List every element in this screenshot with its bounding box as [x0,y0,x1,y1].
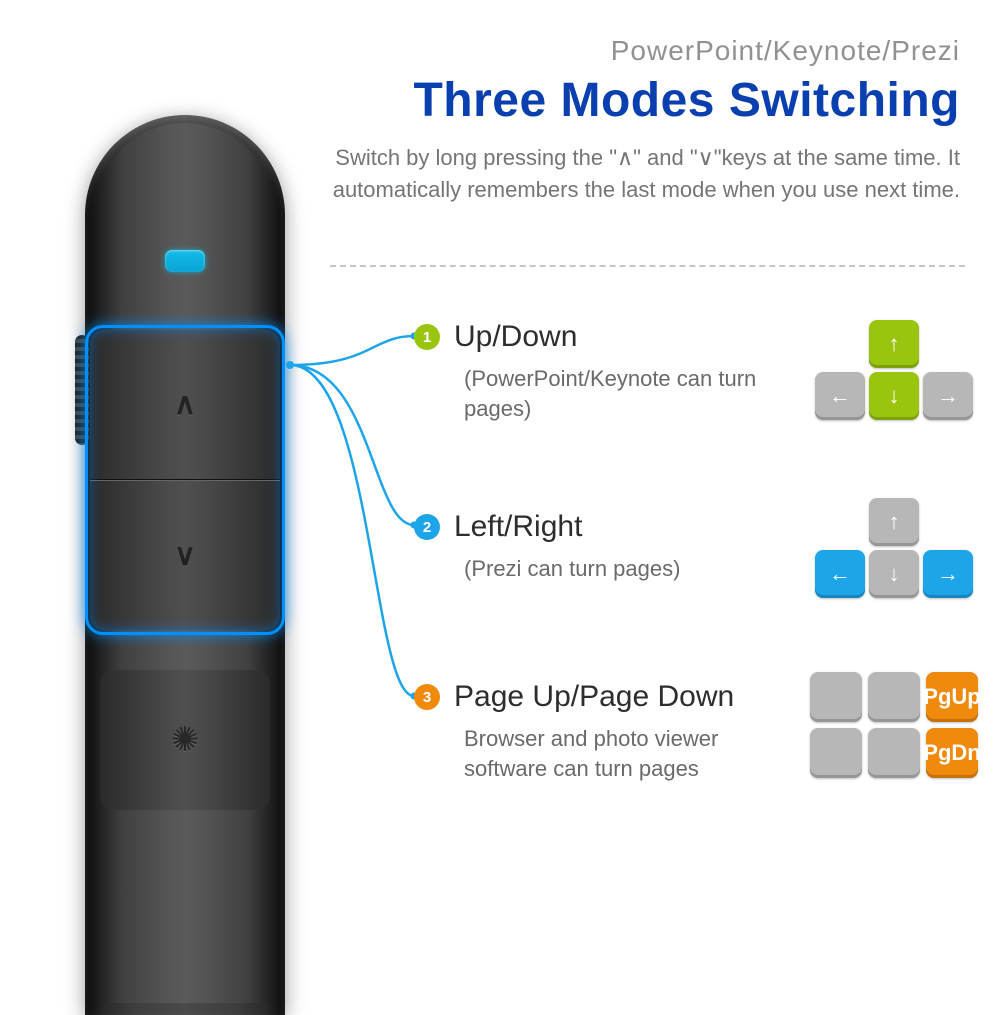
key-pgdn: PgDn [926,728,978,778]
nav-button-panel: ∧ ∨ [90,330,280,630]
mode-row-3: 3 Page Up/Page Down Browser and photo vi… [420,680,800,783]
chevron-down-icon: ∨ [174,538,196,573]
mode-2-sub: (Prezi can turn pages) [464,554,800,584]
up-button[interactable]: ∧ [90,330,280,480]
key-blank [810,672,862,722]
mode-3-sub: Browser and photo viewer software can tu… [464,724,800,783]
key-down: ↓ [869,372,919,420]
key-up: ↑ [869,498,919,546]
key-blank [868,728,920,778]
mode-1-sub: (PowerPoint/Keynote can turn pages) [464,364,800,423]
side-wheel [75,335,89,445]
brightness-icon: ✺ [171,720,200,760]
down-button[interactable]: ∨ [90,480,280,630]
dashed-divider [330,265,965,267]
key-cluster-2: ↑ ← ↓ → [815,498,975,608]
key-left: ← [815,372,865,420]
mode-3-title: Page Up/Page Down [454,680,800,714]
key-down: ↓ [869,550,919,598]
mode-1-title: Up/Down [454,320,800,354]
bullet-1: 1 [414,324,440,350]
mode-row-1: 1 Up/Down (PowerPoint/Keynote can turn p… [420,320,800,423]
brightness-button[interactable]: ✺ [100,670,270,810]
header-subtitle: PowerPoint/Keynote/Prezi [320,35,960,67]
mode-2-title: Left/Right [454,510,800,544]
key-cluster-1: ↑ ← ↓ → [815,320,975,430]
key-right: → [923,550,973,598]
header-title: Three Modes Switching [320,73,960,128]
led-indicator [165,250,205,272]
bullet-3: 3 [414,684,440,710]
key-blank [868,672,920,722]
key-blank [810,728,862,778]
key-pgup: PgUp [926,672,978,722]
remote-device: ∧ ∨ ✺ [85,115,285,1015]
chevron-up-icon: ∧ [174,387,196,422]
key-right: → [923,372,973,420]
bullet-2: 2 [414,514,440,540]
key-up: ↑ [869,320,919,368]
key-cluster-3: PgUp PgDn [810,672,988,782]
header-description: Switch by long pressing the "∧" and "∨"k… [320,142,960,206]
mode-row-2: 2 Left/Right (Prezi can turn pages) [420,510,800,584]
header-block: PowerPoint/Keynote/Prezi Three Modes Swi… [320,35,960,206]
key-left: ← [815,550,865,598]
